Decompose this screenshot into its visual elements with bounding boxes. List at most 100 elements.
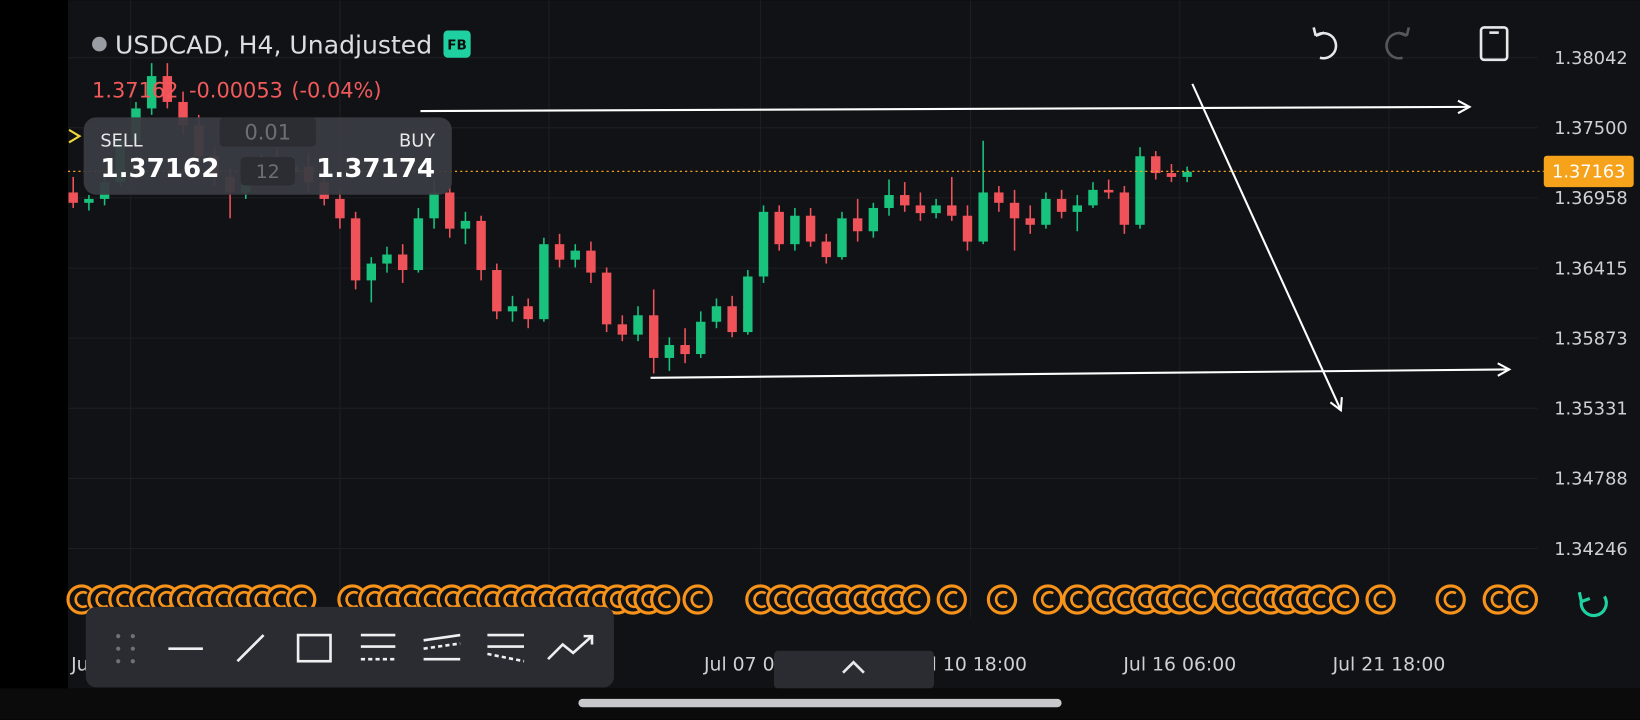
pitchfork-tool[interactable] (487, 633, 525, 663)
event-marker[interactable] (1185, 584, 1216, 615)
rectangle-tool[interactable] (296, 633, 332, 663)
event-marker[interactable] (1109, 584, 1140, 615)
event-marker-glyph (1336, 590, 1350, 609)
change: -0.00053 (189, 78, 283, 102)
candle-body (1088, 189, 1098, 206)
x-tick-label: Jul 21 18:00 (1332, 655, 1446, 676)
drawings[interactable] (420, 83, 1510, 410)
event-marker[interactable] (900, 584, 931, 615)
event-marker-glyph (625, 590, 639, 609)
candle-body (507, 306, 518, 312)
event-marker-ring (936, 584, 967, 615)
event-marker[interactable] (650, 584, 681, 615)
candle-body (146, 76, 157, 109)
lot[interactable]: 0.01 (244, 120, 291, 144)
event-marker-glyph (609, 590, 623, 609)
event-marker[interactable] (787, 584, 818, 615)
event-marker[interactable] (286, 584, 317, 615)
reset-icon[interactable] (1577, 591, 1608, 618)
candle-body (821, 241, 831, 258)
candle-body (413, 218, 424, 271)
event-marker-glyph (463, 590, 477, 609)
device-icon[interactable] (1479, 26, 1509, 62)
badge-text: FB (447, 37, 467, 53)
candle-body (523, 306, 533, 320)
event-marker-glyph (1193, 590, 1207, 609)
event-marker-ring (682, 584, 713, 615)
event-marker-glyph (74, 590, 88, 609)
y-tick-label: 1.35873 (1554, 328, 1627, 349)
event-marker-glyph (774, 590, 788, 609)
chevron-up[interactable] (842, 660, 865, 674)
status-dot (92, 36, 107, 52)
event-marker-glyph (690, 590, 704, 609)
undo-icon[interactable] (1312, 27, 1338, 60)
event-marker-glyph (641, 590, 655, 609)
event-marker[interactable] (1507, 584, 1539, 615)
candle-body (852, 218, 863, 232)
trend-line-tool[interactable] (236, 634, 265, 663)
collapse-tab[interactable] (773, 650, 935, 689)
drawing-toolbar (85, 606, 614, 688)
buy-price[interactable]: 1.37174 (316, 154, 435, 184)
candle-body (680, 345, 690, 355)
current-price-label: 1.37163 (1552, 162, 1625, 183)
symbol-title: USDCAD, H4, Unadjusted (115, 31, 432, 60)
event-marker-glyph (385, 590, 399, 609)
event-marker[interactable] (986, 584, 1018, 615)
event-marker-ring (1365, 584, 1396, 615)
toolbar-top (1312, 26, 1509, 62)
candle-body (711, 306, 722, 322)
trend-line[interactable] (1191, 83, 1341, 410)
event-marker-ring (1482, 584, 1513, 615)
event-marker[interactable] (1164, 584, 1195, 615)
event-marker-glyph (294, 590, 308, 609)
sell-price[interactable]: 1.37162 (100, 154, 219, 184)
event-marker[interactable] (1482, 584, 1513, 615)
event-marker-glyph (575, 590, 589, 609)
lot-box[interactable] (219, 117, 316, 147)
event-marker[interactable] (1365, 584, 1396, 615)
candle-body (743, 276, 753, 333)
event-marker-glyph (423, 590, 437, 609)
event-marker-ring (1507, 584, 1539, 615)
event-marker-glyph (158, 590, 172, 609)
event-marker-glyph (521, 590, 535, 609)
drag-handle[interactable] (116, 634, 135, 664)
trade-panel: 0.01 12 SELL 1.37162 BUY 1.37174 (83, 117, 452, 195)
buy-label[interactable]: BUY (399, 131, 435, 152)
event-marker-glyph (273, 590, 287, 609)
event-marker[interactable] (682, 584, 713, 615)
event-marker[interactable] (1328, 584, 1360, 615)
candle-body (900, 195, 910, 206)
event-marker[interactable] (1032, 584, 1064, 615)
trend-line[interactable] (650, 369, 1510, 379)
event-marker-glyph (1279, 590, 1293, 609)
channel-tool[interactable] (423, 633, 461, 661)
event-marker[interactable] (1062, 584, 1093, 615)
candle-body (978, 192, 988, 242)
event-marker[interactable] (1234, 584, 1266, 615)
y-axis: 1.38042 1.37500 1.36958 1.36415 1.35873 1.353… (1543, 48, 1634, 560)
redo-icon[interactable] (1385, 27, 1411, 60)
x-tick-label: Ju (70, 655, 88, 676)
fib-tool[interactable] (360, 633, 396, 661)
sell-label[interactable]: SELL (100, 131, 142, 152)
event-marker-glyph (889, 590, 903, 609)
y-tick-label: 1.37500 (1554, 118, 1627, 139)
candle-body (790, 215, 800, 245)
path-tool[interactable] (547, 635, 593, 661)
candle-body (962, 215, 973, 242)
change-pct: (-0.04%) (291, 78, 381, 102)
home-indicator[interactable] (578, 698, 1062, 708)
event-marker[interactable] (1213, 584, 1245, 615)
spread: 12 (256, 162, 280, 183)
event-marker-glyph (503, 590, 517, 609)
trend-line[interactable] (420, 107, 1469, 111)
event-marker[interactable] (936, 584, 967, 615)
grid (67, 0, 1538, 618)
event-marker[interactable] (1435, 584, 1466, 615)
event-marker-glyph (1070, 590, 1084, 609)
candle-body (774, 211, 784, 245)
scroll-hint (68, 129, 82, 144)
